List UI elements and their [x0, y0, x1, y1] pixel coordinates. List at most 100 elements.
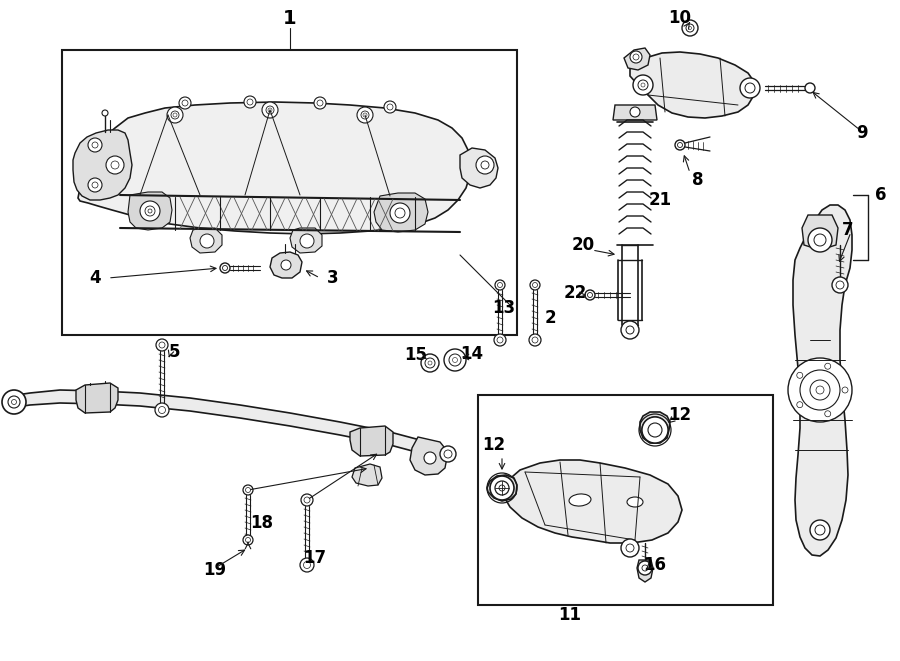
Circle shape — [424, 452, 436, 464]
Circle shape — [495, 280, 505, 290]
Circle shape — [842, 387, 848, 393]
Text: 9: 9 — [856, 124, 868, 142]
Polygon shape — [290, 228, 322, 253]
Polygon shape — [374, 193, 428, 232]
Polygon shape — [640, 412, 670, 443]
Text: 16: 16 — [644, 556, 667, 574]
Polygon shape — [503, 460, 682, 543]
Circle shape — [805, 83, 815, 93]
Circle shape — [675, 140, 685, 150]
Circle shape — [630, 51, 642, 63]
Circle shape — [440, 446, 456, 462]
Circle shape — [102, 110, 108, 116]
Text: 8: 8 — [692, 171, 704, 189]
Bar — [62, 50, 517, 335]
Circle shape — [155, 403, 169, 417]
Circle shape — [156, 339, 168, 351]
Circle shape — [106, 156, 124, 174]
Polygon shape — [128, 192, 172, 230]
Circle shape — [788, 358, 852, 422]
Circle shape — [314, 97, 326, 109]
Circle shape — [638, 561, 652, 575]
Text: 21: 21 — [648, 191, 671, 209]
Circle shape — [796, 372, 803, 378]
Text: 22: 22 — [563, 284, 587, 302]
Circle shape — [2, 390, 26, 414]
Text: 4: 4 — [89, 269, 101, 287]
Circle shape — [630, 107, 640, 117]
Circle shape — [642, 417, 668, 443]
Text: 6: 6 — [875, 186, 886, 204]
Circle shape — [633, 75, 653, 95]
Text: 17: 17 — [303, 549, 327, 567]
Circle shape — [140, 201, 160, 221]
Polygon shape — [624, 48, 650, 70]
Polygon shape — [352, 464, 382, 486]
Circle shape — [281, 260, 291, 270]
Circle shape — [243, 535, 253, 545]
Circle shape — [529, 334, 541, 346]
Circle shape — [585, 290, 595, 300]
Text: 11: 11 — [559, 606, 581, 624]
Polygon shape — [73, 130, 132, 200]
Circle shape — [220, 263, 230, 273]
Circle shape — [740, 78, 760, 98]
Polygon shape — [76, 383, 118, 413]
Polygon shape — [630, 52, 755, 118]
Text: 2: 2 — [544, 309, 556, 327]
Bar — [478, 395, 773, 605]
Circle shape — [167, 107, 183, 123]
Circle shape — [824, 410, 831, 417]
Circle shape — [88, 138, 102, 152]
Text: 7: 7 — [842, 221, 854, 239]
Text: 5: 5 — [169, 343, 181, 361]
Circle shape — [808, 228, 832, 252]
Circle shape — [179, 97, 191, 109]
Circle shape — [243, 485, 253, 495]
Circle shape — [490, 476, 514, 500]
Text: 19: 19 — [203, 561, 227, 579]
Circle shape — [494, 334, 506, 346]
Circle shape — [200, 234, 214, 248]
Text: 13: 13 — [492, 299, 516, 317]
Polygon shape — [190, 228, 222, 253]
Circle shape — [621, 539, 639, 557]
Ellipse shape — [569, 494, 591, 506]
Text: 15: 15 — [404, 346, 428, 364]
Circle shape — [357, 107, 373, 123]
Polygon shape — [10, 390, 440, 458]
Text: 12: 12 — [669, 406, 691, 424]
Polygon shape — [637, 560, 653, 582]
Circle shape — [621, 321, 639, 339]
Polygon shape — [487, 475, 517, 501]
Circle shape — [300, 558, 314, 572]
Text: 10: 10 — [669, 9, 691, 27]
Circle shape — [244, 96, 256, 108]
Text: 18: 18 — [250, 514, 274, 532]
Polygon shape — [802, 215, 838, 250]
Circle shape — [476, 156, 494, 174]
Circle shape — [530, 280, 540, 290]
Circle shape — [88, 178, 102, 192]
Text: 14: 14 — [461, 345, 483, 363]
Circle shape — [444, 349, 466, 371]
Circle shape — [832, 277, 848, 293]
Polygon shape — [78, 102, 470, 234]
Polygon shape — [270, 252, 302, 278]
Polygon shape — [793, 205, 852, 556]
Circle shape — [642, 417, 668, 443]
Polygon shape — [410, 437, 448, 475]
Text: 20: 20 — [572, 236, 595, 254]
Circle shape — [384, 101, 396, 113]
Text: 12: 12 — [482, 436, 506, 454]
Polygon shape — [350, 426, 393, 456]
Circle shape — [682, 20, 698, 36]
Circle shape — [301, 494, 313, 506]
Text: 3: 3 — [328, 269, 338, 287]
Circle shape — [390, 203, 410, 223]
Polygon shape — [460, 148, 498, 188]
Circle shape — [300, 234, 314, 248]
Circle shape — [810, 520, 830, 540]
Polygon shape — [613, 105, 657, 120]
Circle shape — [421, 354, 439, 372]
